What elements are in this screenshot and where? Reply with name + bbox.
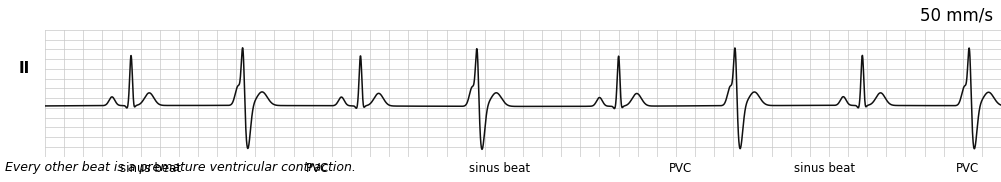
Text: PVC: PVC <box>956 162 979 175</box>
Text: Every other beat is a premature ventricular contraction.: Every other beat is a premature ventricu… <box>5 161 356 175</box>
Text: PVC: PVC <box>306 162 329 175</box>
Text: sinus beat: sinus beat <box>120 162 181 175</box>
Text: II: II <box>18 62 29 76</box>
Text: sinus beat: sinus beat <box>794 162 855 175</box>
Bar <box>9 61 21 108</box>
Text: PVCs in bigeminy: PVCs in bigeminy <box>9 6 160 24</box>
Text: 50 mm/s: 50 mm/s <box>920 6 993 24</box>
Text: sinus beat: sinus beat <box>468 162 530 175</box>
Text: PVC: PVC <box>669 162 693 175</box>
